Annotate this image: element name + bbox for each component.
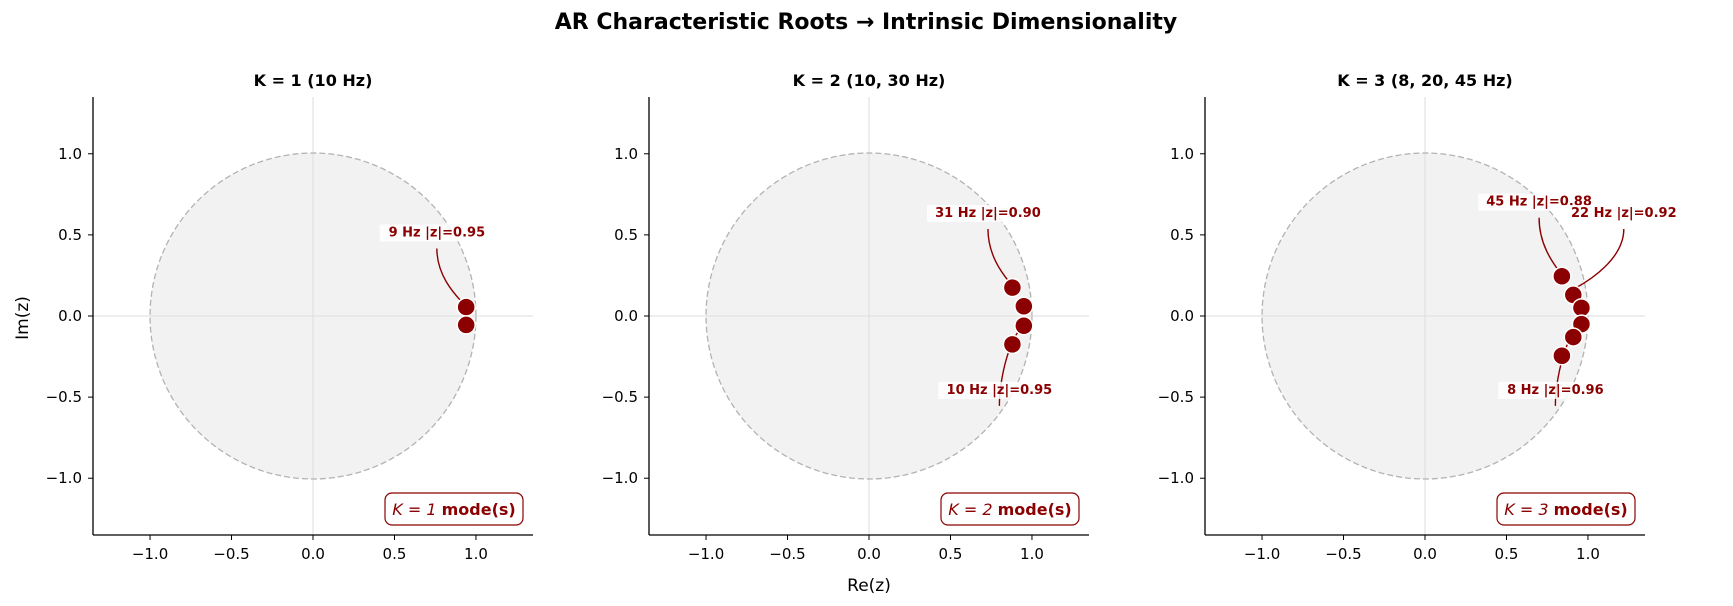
x-tick-label: −1.0 (1244, 545, 1280, 563)
y-tick-label: 0.5 (58, 226, 82, 244)
annotation-arrow (1574, 229, 1625, 290)
x-tick-label: −0.5 (769, 545, 805, 563)
annotation-label: 10 Hz |z|=0.95 (947, 383, 1053, 398)
x-tick-label: 0.0 (857, 545, 881, 563)
y-tick-label: −1.0 (1158, 469, 1194, 487)
x-tick-label: 0.5 (939, 545, 963, 563)
root-point (1002, 334, 1023, 355)
x-tick-label: −1.0 (688, 545, 724, 563)
root-point (1002, 277, 1023, 298)
annotation-background (1498, 381, 1613, 399)
mode-count-label: K = 1 mode(s) (392, 500, 515, 519)
y-tick-label: 0.5 (614, 226, 638, 244)
badge-k-value: K = 2 (948, 500, 997, 519)
subplot-3: −1.0 −0.5 0.0 0.5 1.0 −1.0 −0.5 0.0 0.5 1.0 K = 3 … (1158, 71, 1685, 563)
badge-mode-text: mode(s) (998, 500, 1072, 519)
unit-circle (1261, 152, 1589, 480)
x-tick-label: 1.0 (1020, 545, 1044, 563)
root-point (1014, 315, 1034, 336)
y-tick-label: 0.5 (1170, 226, 1194, 244)
root-point (1552, 266, 1572, 287)
x-tick-label: 0.5 (1495, 545, 1519, 563)
x-tick-label: −1.0 (132, 545, 168, 563)
x-tick-label: 0.5 (383, 545, 407, 563)
y-tick-label: −1.0 (602, 469, 638, 487)
subplot-2: −1.0 −0.5 0.0 0.5 1.0 −1.0 −0.5 0.0 0.5 1.0 K = 2 … (602, 71, 1089, 563)
root-point (1014, 296, 1034, 317)
badge-mode-text: mode(s) (442, 500, 516, 519)
subplot-title: K = 3 (8, 20, 45 Hz) (1337, 71, 1513, 90)
root-point (1571, 298, 1592, 318)
y-tick-label: −0.5 (46, 388, 82, 406)
annotation-label: 22 Hz |z|=0.92 (1571, 206, 1677, 221)
subplot-title: K = 1 (10 Hz) (254, 71, 373, 90)
annotation-background (938, 381, 1061, 399)
y-tick-label: −0.5 (1158, 388, 1194, 406)
root-point (456, 297, 476, 317)
unit-circle (705, 152, 1033, 480)
y-tick-label: 0.0 (58, 307, 82, 325)
mode-count-badge (1496, 492, 1636, 526)
subplot-1: −1.0 −0.5 0.0 0.5 1.0 −1.0 −0.5 0.0 0.5 1.0 K = 1 … (46, 71, 533, 563)
mode-count-label: K = 3 mode(s) (1504, 500, 1627, 519)
mode-count-badge (384, 492, 524, 526)
x-tick-label: 0.0 (301, 545, 325, 563)
annotation-arrow (436, 248, 462, 302)
annotation-background (379, 224, 495, 242)
y-tick-label: 1.0 (614, 145, 638, 163)
root-point (1552, 345, 1572, 366)
y-tick-label: −1.0 (46, 469, 82, 487)
annotation-background (926, 205, 1049, 223)
mode-count-badge (940, 492, 1080, 526)
x-tick-label: 1.0 (464, 545, 488, 563)
annotation-label: 8 Hz |z|=0.96 (1507, 383, 1604, 398)
y-tick-label: 0.0 (1170, 307, 1194, 325)
annotation-label: 31 Hz |z|=0.90 (935, 206, 1041, 221)
y-tick-label: 0.0 (614, 307, 638, 325)
x-tick-label: 1.0 (1576, 545, 1600, 563)
x-tick-label: −0.5 (1325, 545, 1361, 563)
unit-circle (149, 152, 477, 480)
panels: −1.0 −0.5 0.0 0.5 1.0 −1.0 −0.5 0.0 0.5 1.0 K = 1 … (46, 71, 1685, 563)
badge-k-value: K = 3 (1504, 500, 1553, 519)
root-point (1563, 327, 1584, 347)
badge-k-value: K = 1 (392, 500, 441, 519)
subplot-title: K = 2 (10, 30 Hz) (793, 71, 946, 90)
y-tick-label: 1.0 (1170, 145, 1194, 163)
x-tick-label: 0.0 (1413, 545, 1437, 563)
annotation-label: 9 Hz |z|=0.95 (389, 226, 486, 241)
y-axis-label: Im(z) (13, 296, 33, 340)
x-tick-label: −0.5 (213, 545, 249, 563)
annotation-background (1562, 205, 1685, 223)
y-tick-label: −0.5 (602, 388, 638, 406)
badge-mode-text: mode(s) (1554, 500, 1628, 519)
figure-title: AR Characteristic Roots → Intrinsic Dime… (555, 10, 1178, 35)
root-point (456, 315, 476, 335)
x-axis-label: Re(z) (847, 576, 891, 596)
y-tick-label: 1.0 (58, 145, 82, 163)
mode-count-label: K = 2 mode(s) (948, 500, 1071, 519)
